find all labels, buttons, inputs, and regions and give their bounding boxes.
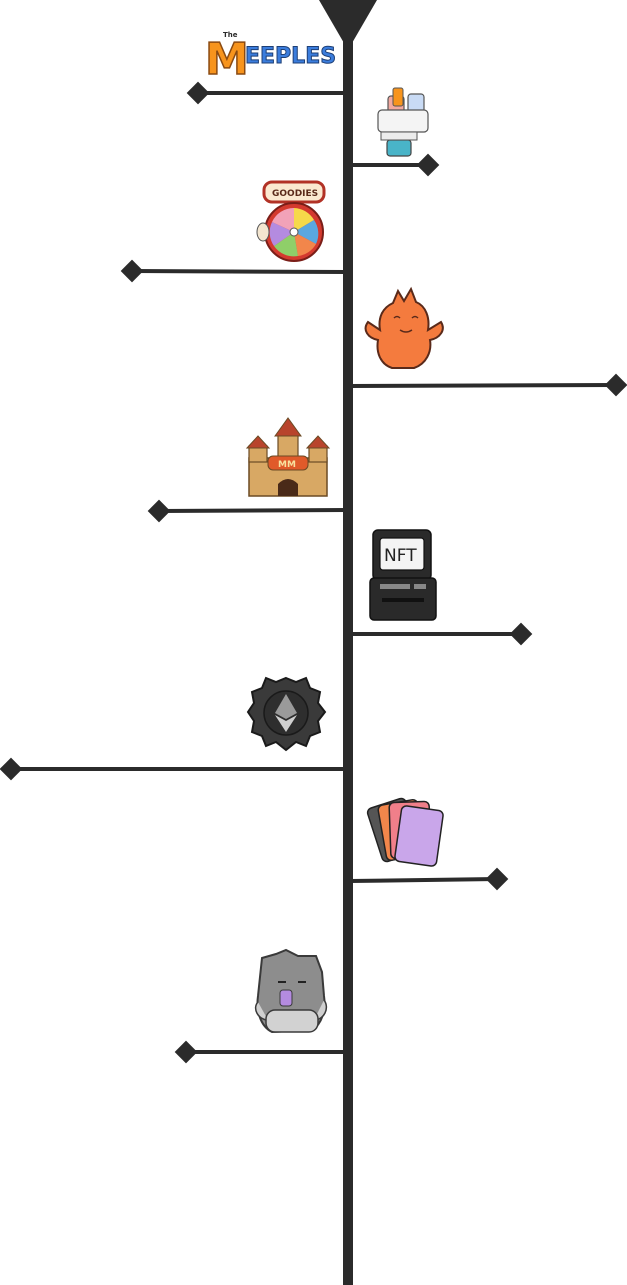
milestone-branch-6 [350, 622, 533, 646]
milestone-branch-9 [174, 1040, 346, 1064]
nft-machine-icon: NFT [369, 529, 437, 621]
grey-meeple-icon [254, 948, 328, 1034]
goodies-badge-text: GOODIES [272, 189, 318, 199]
milestone-branch-3 [120, 259, 347, 283]
milestone-branch-8 [349, 867, 509, 891]
milestone-marker-1[interactable] [186, 81, 210, 105]
castle-icon: MM [245, 417, 331, 497]
milestone-marker-8[interactable] [485, 867, 509, 891]
timeline-spine [343, 30, 353, 1285]
logo-rest-text: EEPLES [245, 44, 336, 69]
milestone-marker-3[interactable] [120, 259, 144, 283]
goodies-wheel-icon: GOODIES [256, 180, 326, 262]
milestone-branch-5 [147, 499, 347, 523]
podium-trophy-icon [377, 87, 429, 157]
logo-initial: M [205, 34, 249, 85]
logo-small-text: The [223, 31, 238, 39]
milestone-marker-9[interactable] [174, 1040, 198, 1064]
castle-badge-text: MM [278, 460, 296, 470]
card-deck-icon [366, 797, 444, 867]
milestone-marker-4[interactable] [604, 373, 627, 397]
milestone-branch-4 [349, 373, 627, 397]
timeline-top-arrow [319, 0, 377, 50]
milestone-marker-2[interactable] [416, 153, 440, 177]
milestone-marker-5[interactable] [147, 499, 171, 523]
nft-screen-text: NFT [384, 546, 417, 566]
milestone-branch-2 [350, 153, 440, 177]
milestone-marker-6[interactable] [509, 622, 533, 646]
milestone-marker-7[interactable] [0, 757, 23, 781]
ethereum-gear-icon [246, 676, 327, 752]
milestone-branch-7 [0, 757, 346, 781]
orange-meeple-icon [364, 286, 444, 369]
meeples-logo-icon: The M EEPLES [204, 31, 336, 86]
milestone-branch-1 [186, 81, 346, 105]
